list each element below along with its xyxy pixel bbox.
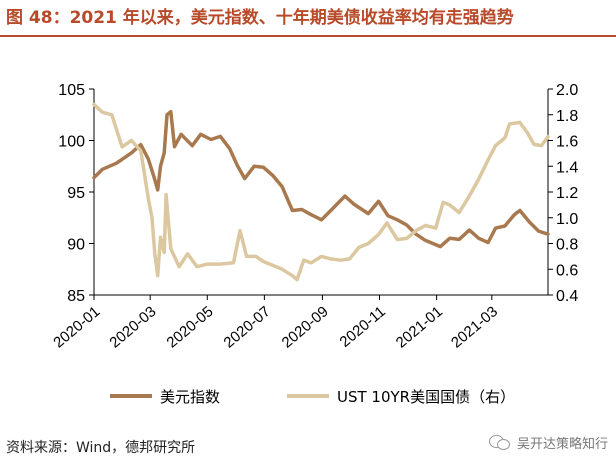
left-axis-tick-label: 105: [58, 82, 85, 99]
watermark: 吴开达策略知行: [488, 428, 608, 456]
figure-title: 图 48：2021 年以来，美元指数、十年期美债收益率均有走强趋势: [6, 8, 514, 28]
source-note: 资料来源：Wind，德邦研究所: [6, 440, 196, 456]
right-axis-tick-label: 1.6: [556, 134, 578, 151]
right-axis-tick-label: 0.6: [556, 262, 578, 279]
right-axis-tick-label: 0.8: [556, 237, 578, 254]
series-group: [92, 102, 550, 282]
right-axis-tick-label: 1.8: [556, 108, 578, 125]
ust10y-series-line: [92, 102, 550, 282]
x-axis-tick-label: 2021-01: [393, 303, 446, 351]
right-axis-tick-label: 2.0: [556, 82, 578, 99]
legend-item-ust10y-label: UST 10YR美国国债（右）: [337, 388, 515, 406]
title-divider: [0, 35, 616, 37]
left-axis-tick-label: 95: [67, 185, 85, 202]
watermark-text: 吴开达策略知行: [516, 436, 608, 452]
legend: 美元指数 UST 10YR美国国债（右）: [110, 388, 515, 406]
left-axis-tick-label: 85: [67, 288, 85, 305]
x-axis-tick-label: 2020-01: [50, 303, 103, 351]
x-axis-tick-label: 2020-07: [221, 303, 274, 351]
left-axis-tick-label: 90: [67, 237, 85, 254]
dxy-series-line: [92, 109, 550, 249]
right-axis-tick-label: 1.4: [556, 159, 578, 176]
left-axis-tick-label: 100: [58, 134, 85, 151]
x-axis-tick-label: 2020-09: [279, 303, 332, 351]
x-axis-tick-label: 2020-11: [337, 303, 389, 351]
right-axis-tick-label: 0.4: [556, 288, 578, 305]
x-axis-tick-label: 2020-03: [106, 303, 159, 351]
x-axis-tick-label: 2020-05: [163, 303, 216, 351]
right-axis-tick-label: 1.2: [556, 185, 578, 202]
legend-item-dxy-label: 美元指数: [160, 388, 220, 406]
wechat-icon: [488, 433, 511, 451]
x-axis-tick-label: 2021-03: [448, 303, 501, 351]
right-axis-tick-label: 1.0: [556, 211, 578, 228]
